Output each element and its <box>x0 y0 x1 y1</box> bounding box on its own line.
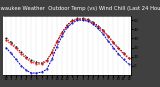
Text: Milwaukee Weather  Outdoor Temp (vs) Wind Chill (Last 24 Hours): Milwaukee Weather Outdoor Temp (vs) Wind… <box>0 6 160 11</box>
